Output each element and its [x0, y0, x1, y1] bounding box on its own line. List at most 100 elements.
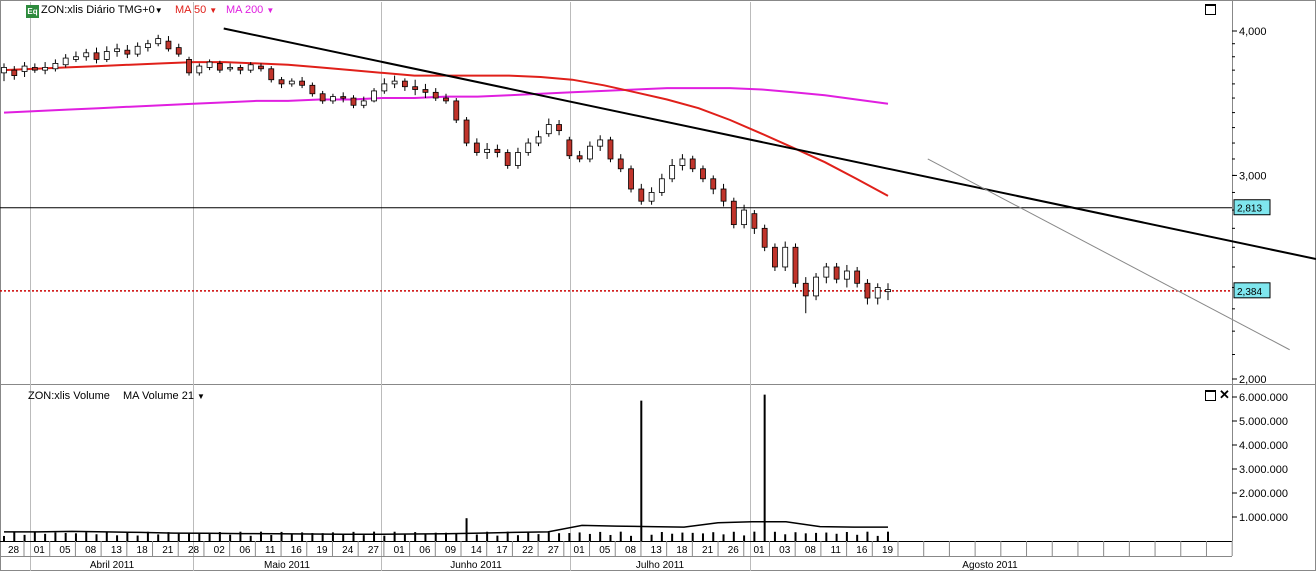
- candle-body: [504, 152, 511, 166]
- volume-tick-label: 6.000.000: [1239, 392, 1288, 404]
- candle-body: [628, 168, 634, 190]
- x-tick-label: 01: [34, 545, 46, 556]
- x-tick-label: 16: [856, 545, 868, 556]
- trendline-short: [927, 158, 1290, 351]
- candle-body: [145, 43, 151, 48]
- candle-body: [772, 246, 778, 268]
- x-tick-label: 21: [162, 545, 174, 556]
- volume-tick-label: 4.000.000: [1239, 440, 1288, 452]
- candle-body: [93, 52, 100, 60]
- dropdown-caret-icon[interactable]: ▼: [197, 392, 205, 401]
- candle-body: [381, 83, 388, 92]
- candle-body: [216, 63, 223, 71]
- candle-body: [679, 158, 686, 166]
- candle-body: [473, 142, 480, 153]
- candle-body: [288, 80, 295, 85]
- candle-body: [350, 97, 357, 106]
- last-price-label-box: [1233, 282, 1271, 299]
- candle-body: [258, 65, 264, 70]
- x-tick-label: 18: [676, 545, 688, 556]
- price-tick-label: 2,000: [1239, 374, 1267, 386]
- candle-body: [134, 45, 141, 55]
- symbol-label[interactable]: ZON:xlis Diário TMG+0▼: [41, 3, 163, 18]
- candle-body: [196, 65, 203, 74]
- ma200-label-text: MA 200: [226, 4, 264, 16]
- x-tick-label: 13: [111, 545, 123, 556]
- x-tick-label: 26: [728, 545, 740, 556]
- candle-body: [741, 209, 747, 226]
- candle-body: [587, 145, 593, 160]
- ma200-label[interactable]: MA 200 ▼: [226, 3, 274, 18]
- candle-body: [864, 282, 871, 299]
- candle-body: [103, 51, 110, 60]
- candle-body: [843, 270, 850, 280]
- last-price-label: 2,384: [1237, 287, 1262, 298]
- candle-body: [597, 139, 604, 147]
- x-tick-label: 03: [779, 545, 791, 556]
- candle-body: [700, 168, 706, 180]
- candle-body: [268, 68, 275, 81]
- month-label: Maio 2011: [264, 560, 310, 571]
- candle-body: [648, 192, 655, 202]
- close-icon[interactable]: ✕: [1219, 387, 1230, 402]
- maximize-icon[interactable]: [1205, 390, 1216, 401]
- x-tick-label: 11: [265, 545, 276, 556]
- candle-body: [874, 287, 881, 299]
- candle-body: [494, 148, 501, 153]
- volume-label[interactable]: ZON:xlis Volume: [28, 390, 110, 402]
- x-tick-label: 09: [445, 545, 457, 556]
- x-tick-label: 19: [316, 545, 328, 556]
- candle-body: [566, 139, 573, 157]
- candle-body: [124, 49, 131, 55]
- x-tick-label: 18: [137, 545, 149, 556]
- candle-body: [155, 38, 162, 45]
- candle-body: [309, 84, 316, 95]
- x-tick-label: 01: [394, 545, 406, 556]
- candle-body: [247, 64, 254, 71]
- candle-body: [545, 124, 552, 135]
- candle-body: [833, 266, 840, 280]
- candle-body: [31, 67, 38, 71]
- candle-body: [720, 188, 727, 202]
- equity-badge: Eq: [26, 5, 39, 18]
- candle-body: [73, 56, 79, 60]
- trendline-long: [223, 27, 1316, 260]
- candle-body: [515, 152, 521, 166]
- x-tick-label: 06: [419, 545, 431, 556]
- x-tick-label: 19: [882, 545, 894, 556]
- candle-body: [854, 270, 861, 284]
- ma50-label-text: MA 50: [175, 4, 207, 16]
- price-tick-label: 3,000: [1239, 170, 1267, 182]
- candle-body: [227, 67, 234, 70]
- dropdown-caret-icon[interactable]: ▼: [266, 6, 275, 15]
- maximize-icon[interactable]: [1205, 4, 1216, 15]
- candle-body: [206, 61, 213, 68]
- x-tick-label: 16: [291, 545, 303, 556]
- candle-body: [617, 158, 624, 170]
- candle-body: [391, 80, 398, 85]
- candle-body: [330, 96, 336, 102]
- candle-body: [114, 48, 120, 52]
- candle-body: [669, 165, 676, 180]
- candle-body: [823, 266, 830, 278]
- x-tick-label: 08: [625, 545, 637, 556]
- candle-body: [340, 96, 347, 99]
- candle-body: [792, 246, 799, 284]
- x-tick-label: 08: [85, 545, 97, 556]
- candle-body: [299, 80, 305, 86]
- candle-body: [885, 289, 891, 293]
- candle-body: [83, 52, 90, 58]
- dropdown-caret-icon[interactable]: ▼: [209, 6, 218, 15]
- volume-tick-label: 3.000.000: [1239, 464, 1288, 476]
- price-tick-label: 4,000: [1239, 26, 1267, 38]
- volume-ma-label[interactable]: MA Volume 21 ▼: [123, 389, 205, 404]
- volume-tick-label: 1.000.000: [1239, 512, 1288, 524]
- dropdown-caret-icon[interactable]: ▼: [154, 6, 163, 15]
- candle-body: [556, 124, 562, 132]
- candle-body: [186, 59, 192, 74]
- ma50-label[interactable]: MA 50 ▼: [175, 3, 217, 18]
- volume-ma-line: [4, 521, 888, 536]
- candle-body: [432, 91, 439, 99]
- candle-body: [463, 119, 470, 144]
